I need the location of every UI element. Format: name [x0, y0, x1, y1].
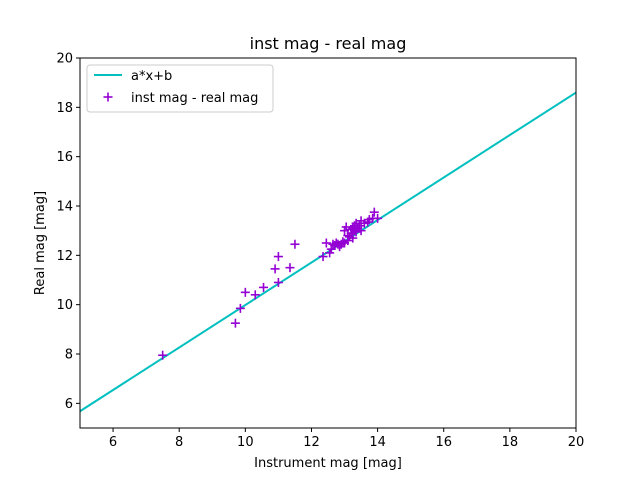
legend-label-scatter: inst mag - real mag	[131, 91, 258, 106]
chart-title: inst mag - real mag	[250, 34, 407, 53]
legend: a*x+b inst mag - real mag	[86, 64, 274, 113]
scatter-point	[321, 238, 331, 248]
plot-content	[80, 91, 576, 413]
y-tick-label: 20	[56, 52, 73, 67]
scatter-point	[341, 222, 351, 232]
scatter-point	[158, 350, 168, 360]
x-tick-label: 10	[237, 435, 254, 450]
y-tick-label: 14	[56, 200, 73, 215]
y-tick-label: 16	[56, 150, 73, 165]
y-tick-label: 12	[56, 249, 73, 264]
scatter-point	[230, 318, 240, 328]
legend-marker-swatch	[103, 92, 113, 102]
x-axis-label: Instrument mag [mag]	[254, 456, 402, 471]
y-tick-label: 8	[65, 348, 73, 363]
x-tick-label: 12	[303, 435, 320, 450]
scatter-point	[356, 226, 366, 236]
scatter-point	[250, 290, 260, 300]
x-tick-label: 14	[369, 435, 386, 450]
x-tick-label: 16	[435, 435, 452, 450]
scatter-point	[273, 277, 283, 287]
plot-frame	[79, 57, 577, 429]
y-tick-label: 10	[56, 298, 73, 313]
legend-box	[86, 64, 274, 113]
scatter-point	[285, 263, 295, 273]
y-tick-label: 6	[65, 397, 73, 412]
scatter-point	[338, 237, 348, 247]
scatter-point	[354, 221, 364, 231]
scatter-point	[348, 233, 358, 243]
scatter-point	[259, 282, 269, 292]
x-tick-label: 8	[175, 435, 183, 450]
y-axis-label: Real mag [mag]	[33, 191, 48, 295]
x-tick-label: 6	[109, 435, 117, 450]
scatter-point	[369, 207, 379, 217]
scatter-point	[240, 287, 250, 297]
scatter-point	[270, 264, 280, 274]
y-tick-label: 18	[56, 101, 73, 116]
scatter-point	[318, 252, 328, 262]
x-tick-label: 18	[502, 435, 519, 450]
y-axis-ticks: 6 8 10 12 14 16 18 20	[56, 52, 80, 412]
scatter-point	[273, 252, 283, 262]
scatter-point	[373, 213, 383, 223]
x-axis-ticks: 6 8 10 12 14 16 18 20	[109, 428, 584, 450]
scatter-point	[235, 303, 245, 313]
scatter-point	[290, 239, 300, 249]
x-tick-label: 20	[568, 435, 585, 450]
legend-label-fit-line: a*x+b	[131, 69, 172, 84]
